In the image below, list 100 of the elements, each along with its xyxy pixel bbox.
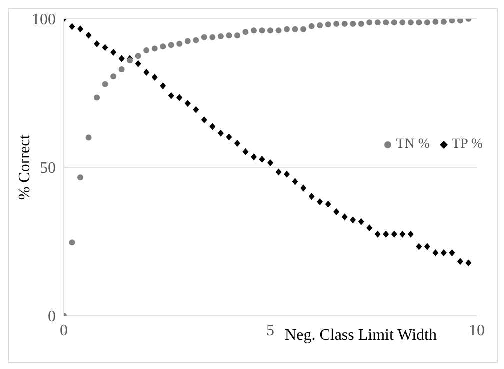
point	[234, 140, 240, 147]
point	[325, 22, 332, 28]
point	[308, 193, 315, 200]
point	[259, 156, 266, 163]
point	[325, 200, 332, 208]
point	[268, 28, 274, 34]
point	[118, 66, 125, 72]
x-tick-label: 10	[469, 322, 485, 340]
point	[78, 26, 84, 33]
point	[440, 19, 447, 25]
point	[268, 160, 274, 167]
point	[242, 29, 249, 36]
point	[383, 20, 390, 26]
point	[342, 214, 348, 221]
point	[408, 20, 414, 26]
point	[226, 134, 232, 141]
point	[284, 170, 290, 178]
point	[250, 154, 257, 161]
point	[457, 19, 464, 24]
y-tick-label: 100	[32, 12, 56, 29]
point	[292, 26, 298, 32]
point	[242, 148, 249, 156]
point	[383, 230, 390, 238]
point	[432, 250, 439, 257]
point	[317, 198, 324, 206]
point	[366, 20, 373, 26]
point	[176, 94, 183, 102]
point	[210, 34, 216, 40]
point	[218, 34, 224, 40]
point	[86, 32, 92, 39]
point	[408, 230, 414, 238]
point	[78, 174, 84, 181]
point	[317, 22, 324, 29]
point	[86, 134, 92, 141]
x-tick-label: 5	[266, 322, 274, 340]
point	[193, 37, 200, 44]
y-tick-label: 0	[48, 308, 56, 326]
point	[400, 230, 406, 238]
point	[144, 47, 150, 54]
point	[300, 26, 307, 32]
point	[226, 32, 232, 39]
legend-label: TN %	[396, 137, 430, 153]
point	[152, 74, 158, 82]
point	[259, 28, 266, 34]
point	[284, 26, 290, 32]
point	[234, 32, 240, 39]
y-tick-label: 50	[40, 160, 56, 178]
point	[308, 23, 315, 30]
point	[416, 20, 422, 26]
point	[424, 20, 430, 26]
point	[300, 184, 307, 192]
point	[366, 224, 373, 232]
point	[110, 49, 117, 56]
point	[110, 74, 117, 80]
point	[218, 130, 224, 137]
point	[127, 58, 134, 64]
point	[334, 21, 340, 28]
point	[400, 20, 406, 26]
x-axis-title: Neg. Class Limit Width	[285, 327, 437, 344]
point	[168, 42, 174, 48]
point	[276, 168, 282, 176]
point	[102, 44, 108, 52]
point	[292, 178, 298, 186]
point	[176, 40, 183, 47]
point	[94, 94, 100, 101]
point	[466, 260, 472, 267]
point	[350, 216, 356, 224]
y-axis-title: % Correct	[16, 134, 34, 200]
point	[449, 250, 456, 257]
point	[374, 20, 381, 26]
point	[391, 230, 398, 238]
point	[374, 230, 381, 238]
point	[424, 243, 430, 250]
point	[449, 19, 456, 24]
point	[102, 81, 108, 88]
point	[358, 21, 364, 28]
point	[432, 19, 439, 25]
point	[135, 60, 142, 68]
point	[201, 34, 208, 40]
point	[184, 100, 191, 108]
point	[152, 46, 158, 52]
point	[160, 44, 166, 50]
point	[144, 68, 150, 76]
point	[350, 21, 356, 28]
point	[69, 23, 76, 30]
point	[201, 116, 208, 124]
point	[342, 21, 348, 28]
point	[358, 218, 364, 226]
point	[391, 20, 398, 26]
point	[135, 53, 142, 60]
point	[210, 123, 216, 130]
point	[193, 106, 200, 114]
point	[160, 82, 166, 90]
point	[334, 208, 340, 216]
point	[276, 28, 282, 34]
point	[69, 240, 76, 246]
point	[118, 55, 125, 62]
point	[440, 250, 447, 257]
point	[416, 243, 422, 250]
legend-label: TP %	[452, 137, 483, 153]
